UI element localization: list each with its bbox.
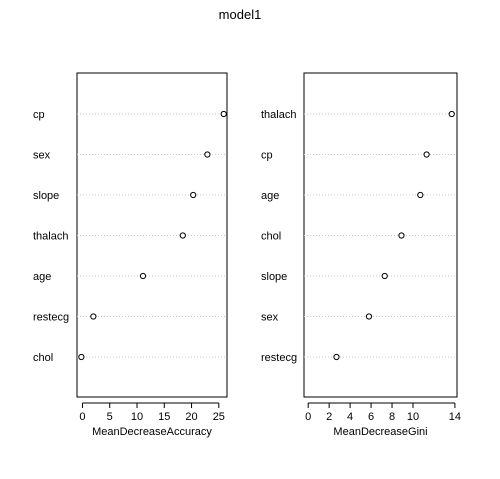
category-label: cp <box>33 109 45 121</box>
x-axis-title: MeanDecreaseGini <box>333 426 427 438</box>
x-tick-label: 6 <box>368 411 374 423</box>
data-point <box>365 313 373 320</box>
data-point <box>179 232 186 239</box>
category-label: age <box>33 271 51 283</box>
category-label: cp <box>261 150 273 162</box>
plot-frame <box>303 72 458 398</box>
data-point <box>333 353 340 361</box>
data-point <box>78 353 85 361</box>
x-tick-label: 20 <box>185 411 197 423</box>
x-tick-label: 8 <box>389 411 395 423</box>
x-tick-label: 0 <box>79 411 85 423</box>
x-tick-label: 10 <box>407 411 419 423</box>
x-tick-label: 5 <box>107 411 113 423</box>
category-label: restecg <box>33 312 69 324</box>
category-label: age <box>261 190 279 202</box>
data-point <box>417 191 424 199</box>
category-label: slope <box>261 271 287 283</box>
data-point <box>220 110 227 118</box>
x-tick-label: 14 <box>449 411 461 423</box>
category-label: chol <box>33 352 53 364</box>
x-tick-label: 2 <box>326 411 332 423</box>
gini-panel: thalach cp age chol slope sex restecg 0 2 4 6 8 10 14… <box>261 72 461 438</box>
data-point <box>190 191 197 199</box>
x-tick-label: 4 <box>347 411 353 423</box>
category-label: slope <box>33 190 59 202</box>
data-point <box>398 232 405 239</box>
x-tick-label: 15 <box>158 411 170 423</box>
x-axis-title: MeanDecreaseAccuracy <box>92 426 212 438</box>
category-label: sex <box>261 312 279 324</box>
category-label: thalach <box>261 109 296 121</box>
data-point <box>90 313 97 320</box>
data-point <box>139 272 147 280</box>
figure-title: model1 <box>219 7 262 22</box>
x-tick-label: 25 <box>213 411 225 423</box>
category-label: chol <box>261 231 281 243</box>
category-label: thalach <box>33 231 68 243</box>
x-tick-label: 0 <box>305 411 311 423</box>
data-point <box>448 110 455 118</box>
data-point <box>381 272 388 280</box>
accuracy-panel: cp sex slope thalach age restecg chol 0 5 10 15 20 2… <box>33 72 228 438</box>
category-label: sex <box>33 150 51 162</box>
category-label: restecg <box>261 352 297 364</box>
data-point <box>423 151 430 158</box>
x-tick-label: 10 <box>131 411 143 423</box>
data-point <box>204 151 211 158</box>
